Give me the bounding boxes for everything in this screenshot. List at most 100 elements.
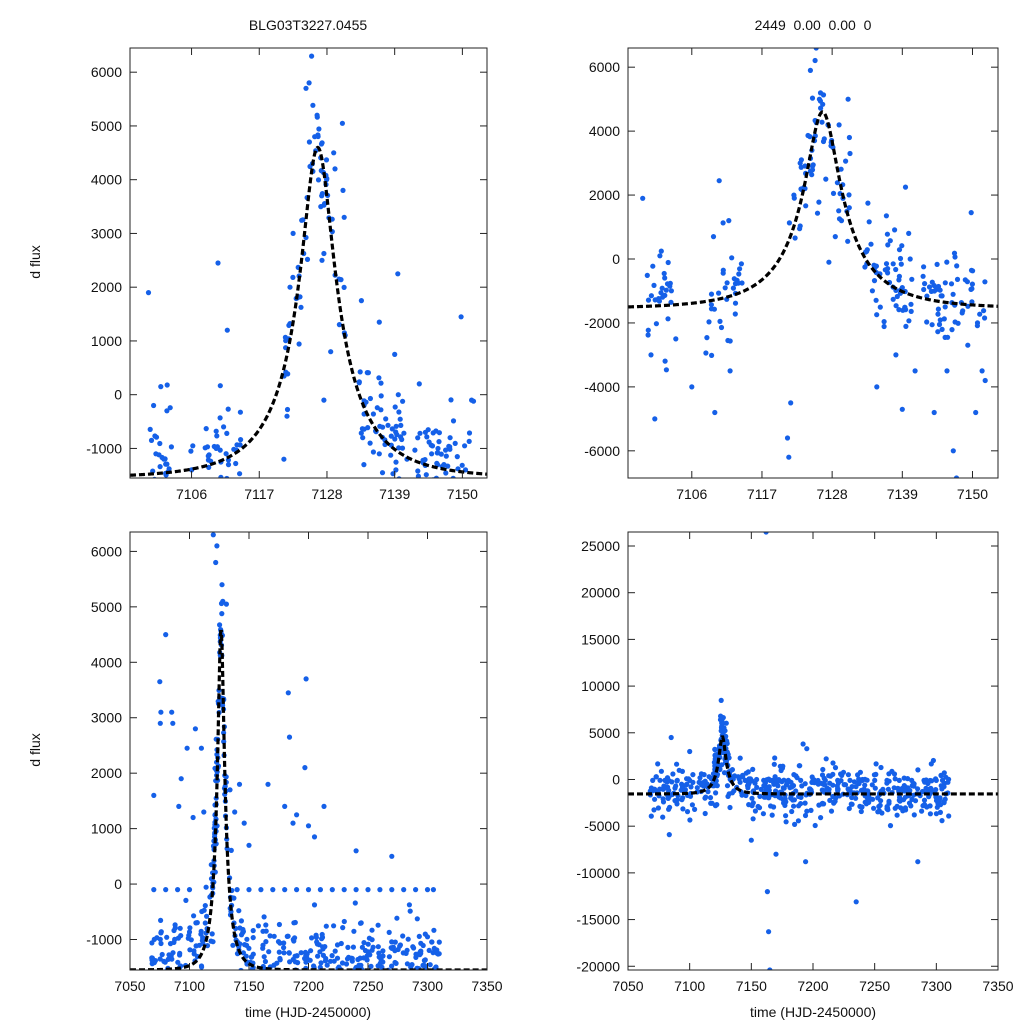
data-point (167, 981, 172, 986)
data-point (871, 278, 878, 284)
data-point (718, 324, 725, 331)
data-point (336, 322, 342, 328)
data-point (361, 940, 367, 946)
data-point (439, 497, 444, 502)
data-point (309, 935, 315, 941)
data-point (797, 160, 803, 166)
plot-area (628, 48, 998, 478)
data-point (284, 406, 291, 413)
data-point (666, 787, 672, 794)
data-point (367, 395, 373, 402)
data-point (771, 781, 777, 787)
data-point (213, 445, 219, 451)
data-point (921, 286, 927, 293)
data-point (672, 798, 678, 804)
plot-frame (129, 47, 488, 479)
data-point (260, 942, 266, 948)
data-point (436, 939, 442, 945)
data-point (280, 994, 285, 999)
data-point (163, 461, 169, 467)
data-point (205, 453, 211, 459)
data-point (272, 977, 277, 982)
data-point (287, 959, 293, 965)
data-point (335, 995, 340, 1000)
data-point (648, 352, 654, 358)
flagged-point (810, 777, 816, 784)
data-point (712, 409, 718, 416)
data-point (281, 950, 287, 956)
data-point (360, 435, 366, 441)
data-point (433, 475, 439, 478)
data-point (929, 322, 935, 328)
data-point (909, 796, 915, 803)
data-point (462, 443, 468, 449)
data-point (938, 802, 944, 808)
data-point (743, 792, 749, 799)
data-point (781, 785, 787, 791)
data-point (427, 962, 433, 968)
data-point (663, 367, 670, 373)
data-point (281, 940, 287, 946)
data-point (802, 812, 809, 819)
data-point (878, 764, 884, 771)
data-point (319, 936, 325, 942)
data-point (149, 981, 154, 986)
data-point (304, 256, 311, 262)
data-point (329, 995, 334, 1000)
data-point (874, 312, 880, 318)
data-point (242, 942, 248, 948)
data-point (209, 931, 215, 937)
data-point (162, 959, 168, 965)
data-point (717, 717, 724, 723)
data-point (982, 279, 988, 285)
data-point (816, 96, 823, 102)
data-point (217, 383, 223, 389)
y-tick-label: -4000 (584, 379, 620, 395)
data-point (233, 460, 239, 467)
data-point (151, 982, 156, 987)
data-point (689, 384, 695, 390)
data-point (189, 1006, 194, 1011)
data-point (768, 803, 774, 809)
data-point (812, 822, 818, 829)
data-point (679, 768, 686, 775)
data-point (260, 928, 266, 934)
data-point (178, 776, 184, 782)
data-point (783, 799, 789, 805)
data-point (414, 916, 420, 922)
x-tick-label: 7150 (957, 486, 988, 502)
flagged-point (884, 777, 890, 784)
data-point (154, 975, 159, 980)
data-point (396, 409, 402, 415)
data-point (793, 788, 799, 794)
data-point (227, 787, 233, 793)
data-point (302, 765, 308, 771)
data-point (969, 281, 976, 287)
data-point (719, 723, 725, 729)
data-point (346, 996, 351, 1001)
data-point (266, 998, 271, 1003)
data-point (389, 963, 395, 969)
data-point (717, 318, 723, 324)
data-point (164, 988, 169, 993)
y-tick-label: 5000 (91, 599, 122, 615)
data-point (893, 303, 899, 309)
data-point (760, 811, 767, 817)
data-point (665, 259, 671, 266)
data-point (370, 449, 376, 455)
data-point (183, 897, 189, 904)
y-tick-label: 6000 (589, 59, 620, 75)
data-point (820, 101, 826, 107)
data-point (830, 760, 836, 766)
data-point (807, 786, 813, 792)
data-point (890, 296, 896, 302)
y-tick-label: 5000 (91, 118, 122, 134)
data-point (899, 406, 905, 412)
data-point (758, 786, 764, 793)
data-point (317, 949, 323, 955)
data-point (662, 275, 668, 281)
data-point (819, 800, 826, 807)
x-tick-label: 7100 (674, 978, 705, 994)
data-point (754, 776, 760, 783)
data-point (202, 920, 208, 926)
